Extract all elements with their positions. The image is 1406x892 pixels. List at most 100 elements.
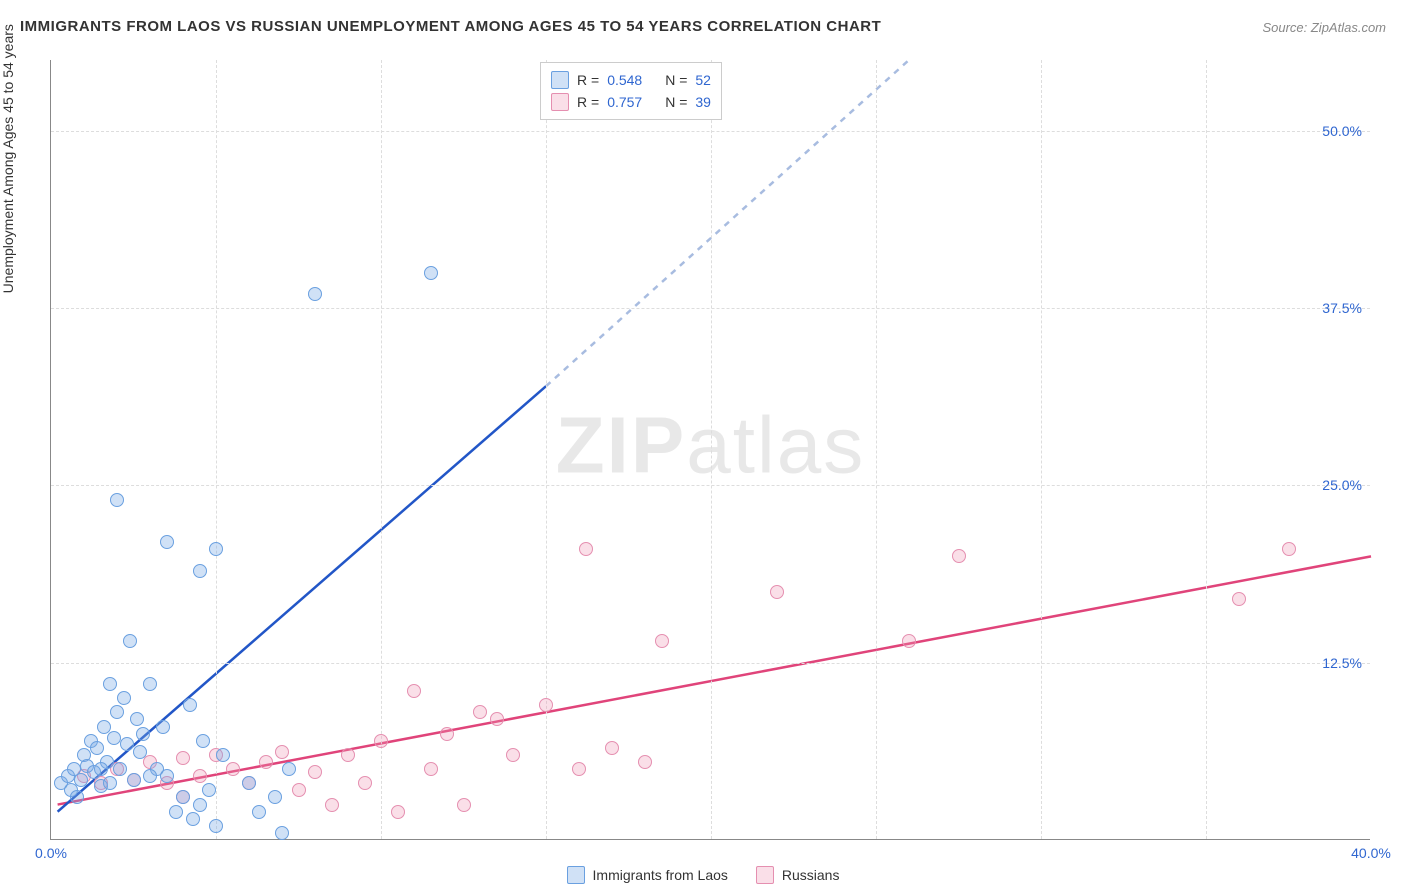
- legend-r-value: 0.757: [607, 94, 657, 110]
- scatter-point-russians: [605, 741, 619, 755]
- chart-title: IMMIGRANTS FROM LAOS VS RUSSIAN UNEMPLOY…: [20, 18, 881, 35]
- scatter-point-laos: [123, 634, 137, 648]
- scatter-point-laos: [209, 542, 223, 556]
- y-tick-label: 12.5%: [1322, 655, 1362, 671]
- legend-n-value: 52: [695, 72, 711, 88]
- scatter-point-russians: [259, 755, 273, 769]
- scatter-point-russians: [440, 727, 454, 741]
- legend-correlation-row: R = 0.548 N = 52: [551, 69, 711, 91]
- legend-r-label: R =: [577, 94, 599, 110]
- scatter-point-laos: [202, 783, 216, 797]
- regression-line: [58, 556, 1371, 804]
- scatter-point-laos: [193, 798, 207, 812]
- scatter-point-russians: [292, 783, 306, 797]
- scatter-point-russians: [226, 762, 240, 776]
- scatter-point-laos: [120, 737, 134, 751]
- scatter-point-laos: [103, 776, 117, 790]
- scatter-point-laos: [268, 790, 282, 804]
- scatter-point-laos: [117, 691, 131, 705]
- y-tick-label: 37.5%: [1322, 300, 1362, 316]
- scatter-point-laos: [90, 741, 104, 755]
- scatter-point-russians: [506, 748, 520, 762]
- legend-n-label: N =: [665, 94, 687, 110]
- scatter-point-russians: [341, 748, 355, 762]
- watermark-prefix: ZIP: [556, 400, 686, 489]
- scatter-point-laos: [275, 826, 289, 840]
- scatter-point-russians: [770, 585, 784, 599]
- scatter-point-russians: [391, 805, 405, 819]
- scatter-point-laos: [156, 720, 170, 734]
- legend-series-item: Immigrants from Laos: [567, 866, 728, 884]
- vgrid-line: [711, 60, 712, 839]
- scatter-point-laos: [160, 769, 174, 783]
- scatter-point-laos: [183, 698, 197, 712]
- scatter-point-laos: [176, 790, 190, 804]
- legend-series: Immigrants from Laos Russians: [0, 866, 1406, 884]
- legend-correlation: R = 0.548 N = 52 R = 0.757 N = 39: [540, 62, 722, 120]
- scatter-point-russians: [539, 698, 553, 712]
- scatter-point-laos: [70, 790, 84, 804]
- scatter-point-russians: [473, 705, 487, 719]
- scatter-point-russians: [572, 762, 586, 776]
- scatter-point-laos: [143, 677, 157, 691]
- scatter-point-russians: [1232, 592, 1246, 606]
- scatter-point-laos: [308, 287, 322, 301]
- legend-r-label: R =: [577, 72, 599, 88]
- x-tick-label: 0.0%: [35, 845, 67, 861]
- legend-series-item: Russians: [756, 866, 840, 884]
- scatter-point-russians: [193, 769, 207, 783]
- scatter-point-laos: [424, 266, 438, 280]
- legend-series-label: Immigrants from Laos: [593, 867, 728, 883]
- scatter-point-russians: [424, 762, 438, 776]
- scatter-point-laos: [252, 805, 266, 819]
- vgrid-line: [1206, 60, 1207, 839]
- legend-n-value: 39: [695, 94, 711, 110]
- scatter-point-laos: [107, 731, 121, 745]
- scatter-point-laos: [143, 769, 157, 783]
- scatter-point-laos: [113, 762, 127, 776]
- y-tick-label: 25.0%: [1322, 477, 1362, 493]
- vgrid-line: [546, 60, 547, 839]
- scatter-point-laos: [196, 734, 210, 748]
- scatter-point-laos: [136, 727, 150, 741]
- legend-swatch: [551, 93, 569, 111]
- scatter-point-russians: [952, 549, 966, 563]
- plot-area: ZIPatlas 12.5%25.0%37.5%50.0%0.0%40.0%: [50, 60, 1370, 840]
- x-tick-label: 40.0%: [1351, 845, 1391, 861]
- scatter-point-laos: [282, 762, 296, 776]
- scatter-point-laos: [74, 773, 88, 787]
- scatter-point-russians: [325, 798, 339, 812]
- legend-correlation-row: R = 0.757 N = 39: [551, 91, 711, 113]
- scatter-point-laos: [130, 712, 144, 726]
- legend-r-value: 0.548: [607, 72, 657, 88]
- scatter-point-russians: [1282, 542, 1296, 556]
- scatter-point-russians: [374, 734, 388, 748]
- legend-swatch: [756, 866, 774, 884]
- scatter-point-laos: [160, 535, 174, 549]
- vgrid-line: [216, 60, 217, 839]
- y-tick-label: 50.0%: [1322, 123, 1362, 139]
- scatter-point-laos: [110, 705, 124, 719]
- scatter-point-laos: [94, 762, 108, 776]
- scatter-point-russians: [275, 745, 289, 759]
- scatter-point-laos: [209, 819, 223, 833]
- vgrid-line: [1041, 60, 1042, 839]
- scatter-point-russians: [638, 755, 652, 769]
- scatter-point-russians: [308, 765, 322, 779]
- scatter-point-russians: [490, 712, 504, 726]
- scatter-point-russians: [457, 798, 471, 812]
- scatter-point-russians: [176, 751, 190, 765]
- vgrid-line: [381, 60, 382, 839]
- y-axis-label: Unemployment Among Ages 45 to 54 years: [0, 24, 16, 293]
- scatter-point-laos: [242, 776, 256, 790]
- scatter-point-laos: [216, 748, 230, 762]
- scatter-point-laos: [103, 677, 117, 691]
- legend-n-label: N =: [665, 72, 687, 88]
- legend-swatch: [551, 71, 569, 89]
- scatter-point-laos: [169, 805, 183, 819]
- source-attribution: Source: ZipAtlas.com: [1262, 20, 1386, 35]
- scatter-point-russians: [655, 634, 669, 648]
- scatter-point-laos: [133, 745, 147, 759]
- legend-swatch: [567, 866, 585, 884]
- scatter-point-laos: [110, 493, 124, 507]
